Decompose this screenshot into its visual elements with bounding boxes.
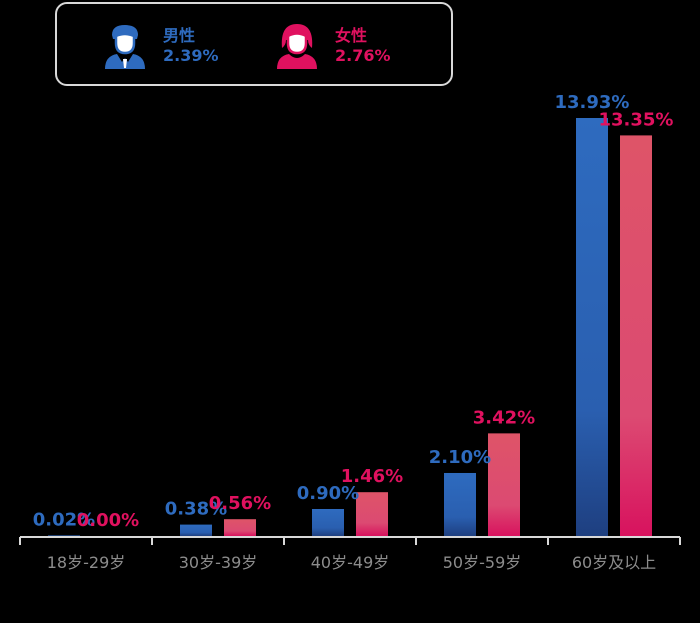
legend-female-value: 2.76% <box>335 46 391 65</box>
x-tick-label: 18岁-29岁 <box>47 553 126 572</box>
x-tick-label: 60岁及以上 <box>572 553 656 572</box>
bar-male <box>48 535 80 536</box>
x-tick-label: 50岁-59岁 <box>443 553 522 572</box>
x-axis: 18岁-29岁 30岁-39岁 40岁-49岁 50岁-59岁 60岁及以上 <box>19 536 681 572</box>
bar-male <box>444 472 476 536</box>
bar-female <box>356 492 388 536</box>
legend-male-value: 2.39% <box>163 46 219 65</box>
value-label-female: 3.42% <box>473 407 535 428</box>
value-labels-layer: 0.02%0.00% 0.38%0.56% 0.90%1.46% 2.10% 3.42%… <box>33 92 674 531</box>
value-label-male: 2.10% <box>429 447 491 468</box>
x-tick-label: 40岁-49岁 <box>311 553 390 572</box>
legend-item-female: 女性 2.76% <box>273 22 391 70</box>
bar-male <box>312 508 344 536</box>
legend-item-male: 男性 2.39% <box>101 22 219 70</box>
value-label-female: 0.00% <box>77 510 139 531</box>
value-label-female: 13.35% <box>599 109 674 130</box>
bar-male <box>576 118 608 536</box>
legend: 男性 2.39% 女性 2.76% <box>55 2 453 86</box>
bar-female <box>620 135 652 536</box>
value-label-female: 1.46% <box>341 466 403 487</box>
bar-female <box>488 433 520 536</box>
female-person-icon <box>277 24 317 69</box>
x-tick-label: 30岁-39岁 <box>179 553 258 572</box>
value-label-male: 0.02% <box>33 509 95 530</box>
value-label-male: 0.90% <box>297 483 359 504</box>
legend-male-label: 男性 <box>163 26 196 45</box>
legend-female-label: 女性 <box>335 26 368 45</box>
value-label-female: 0.56% <box>209 493 271 514</box>
bar-female <box>224 519 256 536</box>
bar-male <box>180 524 212 536</box>
value-label-male: 13.93% <box>555 92 630 113</box>
value-label-male: 0.38% <box>165 499 227 520</box>
bars-layer <box>48 118 652 536</box>
male-person-icon <box>105 25 145 69</box>
